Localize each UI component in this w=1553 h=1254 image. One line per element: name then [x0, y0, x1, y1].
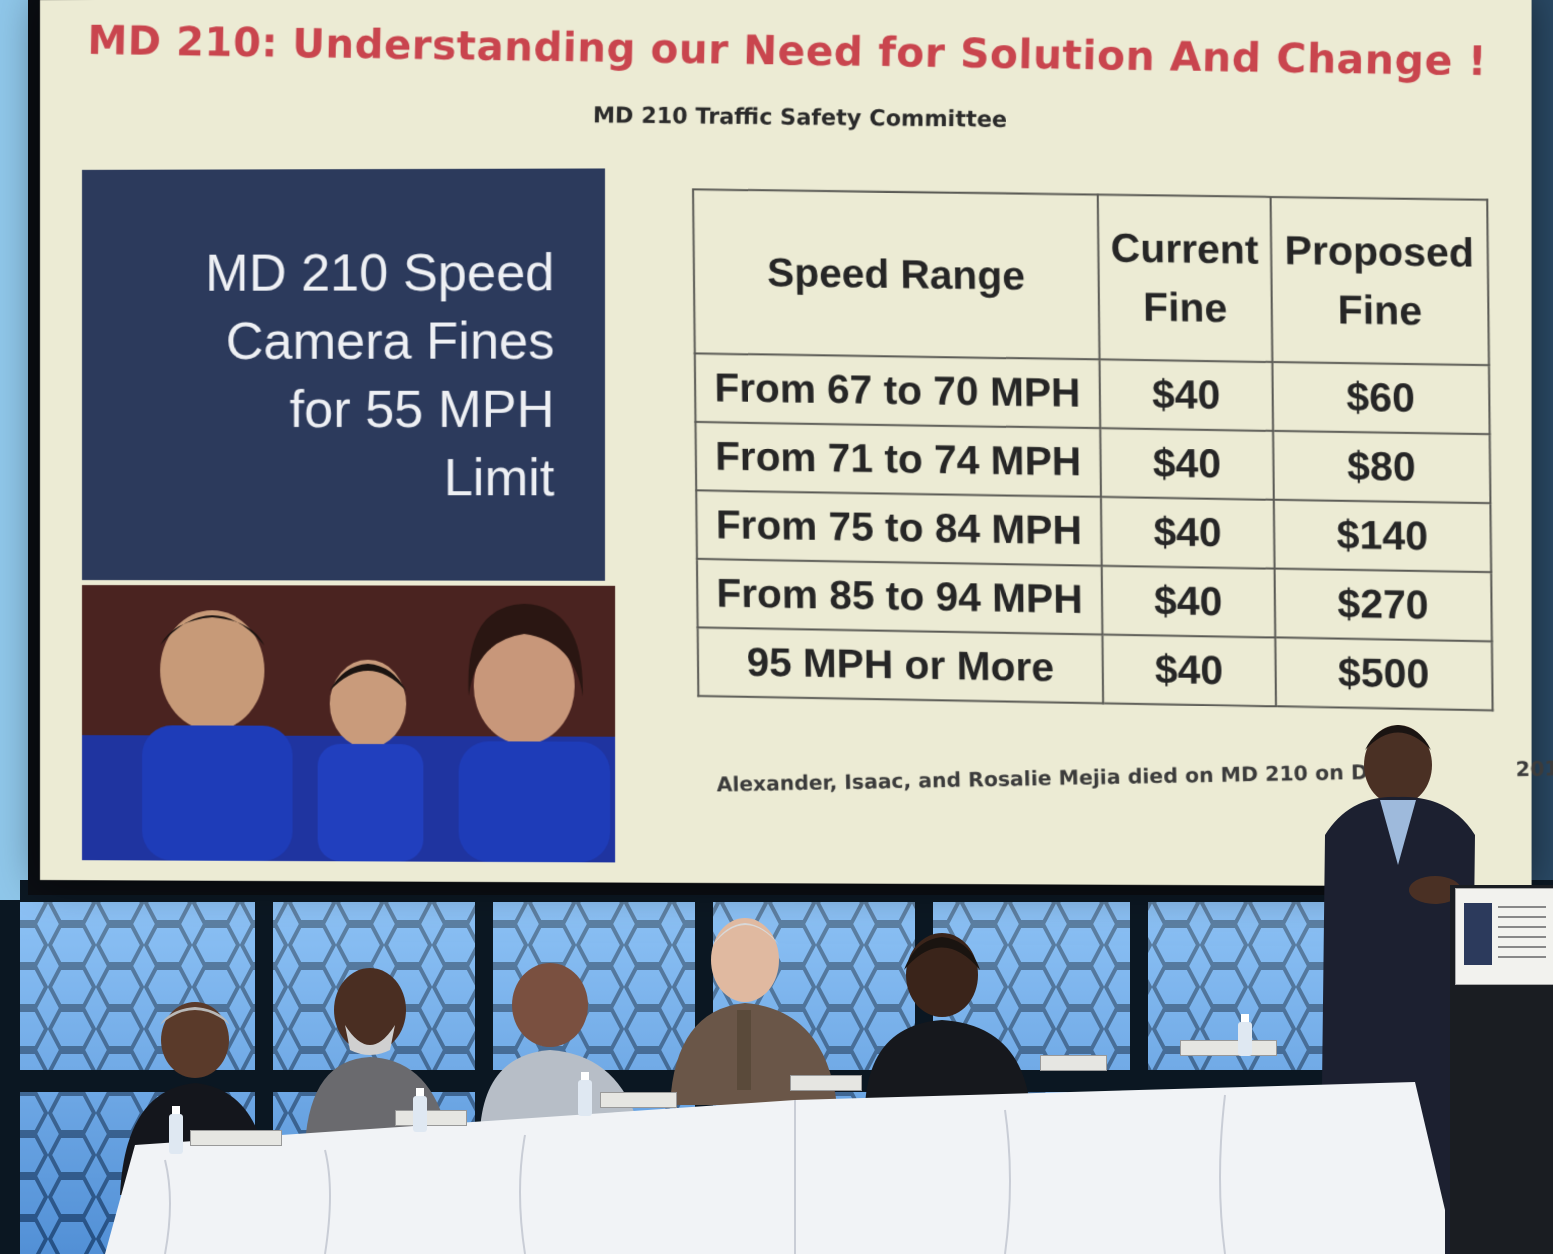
proposed-fine-cell: $500 [1274, 637, 1493, 711]
header-line: Fine [1337, 287, 1423, 334]
current-fine-cell: $40 [1101, 496, 1275, 569]
water-bottle [169, 1106, 183, 1154]
current-fine-cell: $40 [1102, 634, 1276, 707]
header-line: Proposed [1284, 228, 1475, 276]
projected-slide: MD 210: Understanding our Need for Solut… [40, 0, 1553, 887]
speed-range-cell: From 71 to 74 MPH [695, 421, 1102, 497]
panel-heading-line: for 55 MPH [289, 380, 555, 439]
panelist-3 [480, 963, 640, 1130]
current-fine-cell: $40 [1100, 428, 1274, 500]
table-row: From 71 to 74 MPH $40 $80 [695, 421, 1491, 504]
panelist-5 [865, 933, 1030, 1105]
child-figure [142, 610, 293, 862]
panel-heading-line: Camera Fines [225, 312, 555, 371]
header-current-fine: Current Fine [1097, 194, 1273, 363]
speed-range-cell: From 85 to 94 MPH [696, 558, 1103, 635]
slide-subtitle: MD 210 Traffic Safety Committee [592, 103, 1008, 133]
header-line: Fine [1142, 284, 1228, 331]
table-header-row: Speed Range Current Fine Proposed Fine [693, 189, 1489, 366]
panel-heading-line: MD 210 Speed [205, 243, 555, 303]
baby-figure [317, 659, 424, 862]
proposed-fine-cell: $270 [1274, 568, 1492, 642]
podium-sign [1455, 888, 1553, 985]
water-bottle [1238, 1014, 1252, 1056]
panel-heading-line: Limit [443, 449, 555, 508]
panel-heading: MD 210 Speed Camera Fines for 55 MPH Lim… [132, 239, 554, 512]
speed-range-cell: From 75 to 84 MPH [696, 490, 1102, 566]
speed-range-cell: 95 MPH or More [697, 627, 1104, 704]
fine-table: Speed Range Current Fine Proposed Fine F… [692, 188, 1494, 711]
slide-title: MD 210: Understanding our Need for Solut… [87, 17, 1488, 86]
nameplate [600, 1092, 677, 1108]
current-fine-cell: $40 [1099, 359, 1273, 431]
nameplate [1180, 1040, 1277, 1056]
current-fine-cell: $40 [1101, 565, 1275, 638]
panel-table [105, 1082, 1445, 1254]
memorial-photo [82, 585, 616, 863]
caption-year: 2018 [1515, 755, 1553, 782]
header-line: Current [1110, 225, 1259, 273]
table-row: From 67 to 70 MPH $40 $60 [694, 353, 1490, 435]
proposed-fine-cell: $80 [1272, 430, 1491, 504]
nameplate [790, 1075, 862, 1091]
header-proposed-fine: Proposed Fine [1270, 196, 1489, 366]
proposed-fine-cell: $140 [1273, 499, 1492, 573]
proposed-fine-cell: $60 [1272, 362, 1490, 435]
nameplate [395, 1110, 467, 1126]
nameplate [190, 1130, 282, 1146]
speed-range-cell: From 67 to 70 MPH [694, 353, 1101, 429]
speed-camera-heading-panel: MD 210 Speed Camera Fines for 55 MPH Lim… [82, 168, 606, 581]
water-bottle [578, 1072, 592, 1116]
water-bottle [413, 1088, 427, 1132]
nameplate [1040, 1055, 1107, 1071]
table-row: 95 MPH or More $40 $500 [697, 627, 1493, 711]
child-figure [458, 603, 611, 863]
header-speed-range: Speed Range [693, 189, 1100, 360]
